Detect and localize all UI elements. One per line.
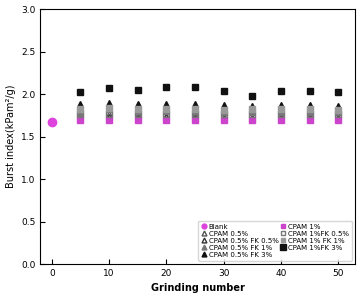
X-axis label: Grinding number: Grinding number bbox=[151, 283, 245, 293]
Legend: Blank, CPAM 0.5%, CPAM 0.5% FK 0.5%, CPAM 0.5% FK 1%, CPAM 0.5% FK 3%, CPAM 1%, : Blank, CPAM 0.5%, CPAM 0.5% FK 0.5%, CPA… bbox=[198, 221, 352, 260]
Y-axis label: Burst index(kPam²/g): Burst index(kPam²/g) bbox=[5, 85, 16, 188]
